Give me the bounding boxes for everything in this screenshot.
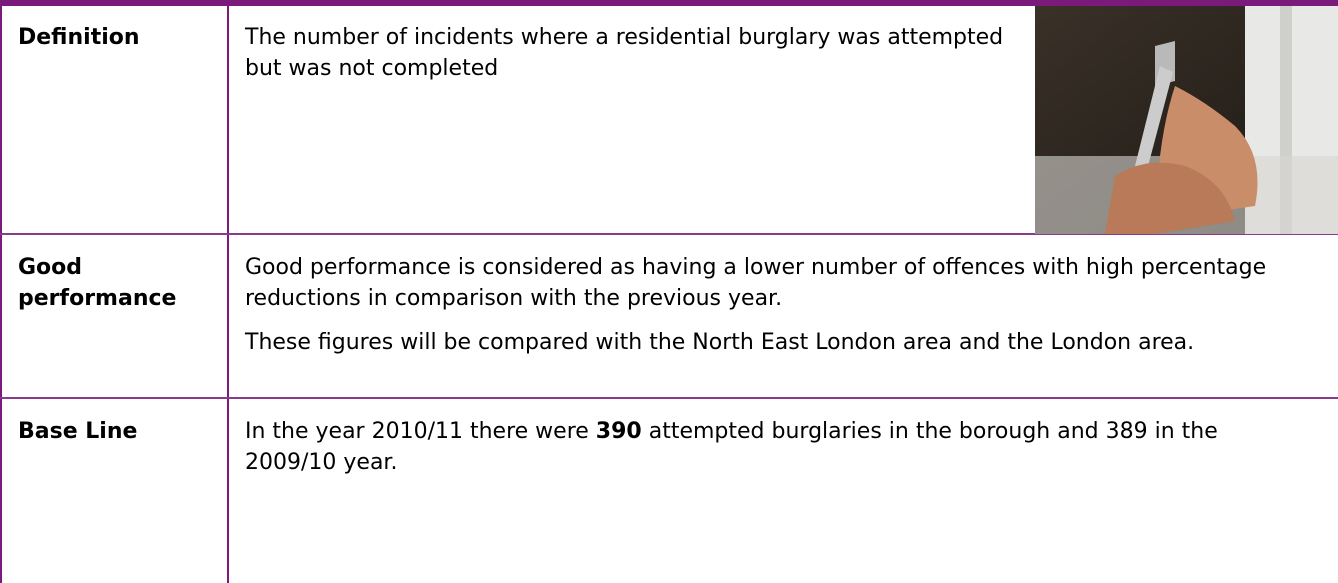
row-divider [0,397,1338,399]
row-content: Good performance is considered as having… [245,252,1305,371]
column-divider [227,6,229,583]
page: {"rows": [ {"label": "Definition", "para… [0,0,1338,583]
row-content: The number of incidents where a resident… [245,22,1015,97]
row-label: Good performance [18,252,218,314]
paragraph: The number of incidents where a resident… [245,22,1015,84]
row-label: Base Line [18,416,223,447]
row-label: Definition [18,22,223,53]
bold-figure: 390 [596,419,642,444]
paragraph: In the year 2010/11 there were 390 attem… [245,416,1305,478]
text: In the year 2010/11 there were [245,419,596,444]
paragraph: Good performance is considered as having… [245,252,1305,314]
row-content: In the year 2010/11 there were 390 attem… [245,416,1305,491]
paragraph: These figures will be compared with the … [245,327,1305,358]
burglary-photo [1035,6,1338,234]
left-border [0,6,2,583]
